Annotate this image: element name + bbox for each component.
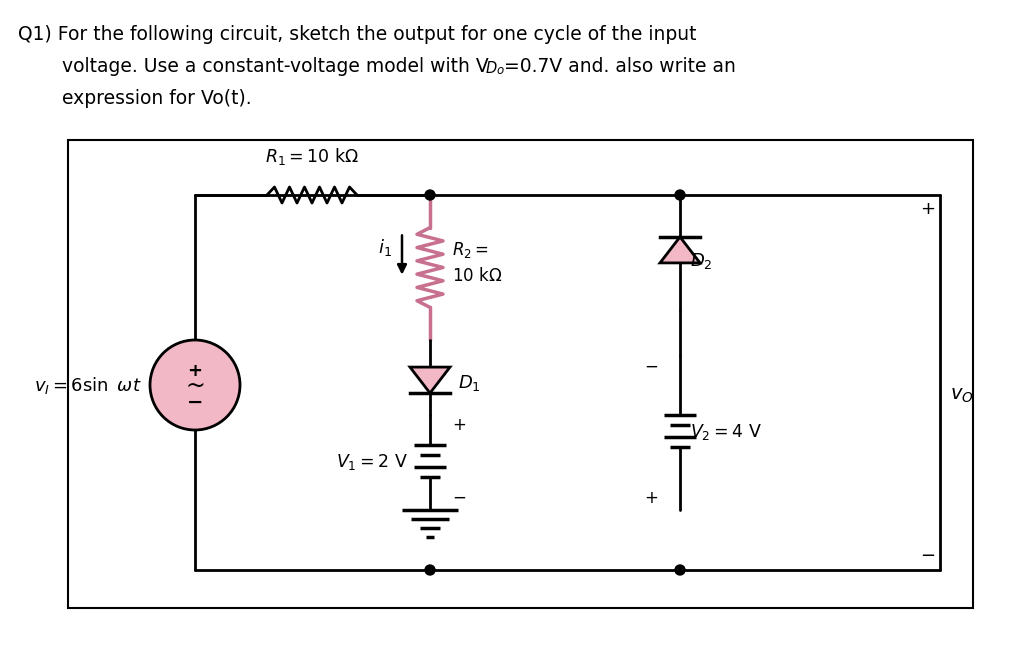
Circle shape [150, 340, 240, 430]
Text: $R_2 =$
$10\ \mathrm{k\Omega}$: $R_2 =$ $10\ \mathrm{k\Omega}$ [452, 240, 501, 285]
Text: $R_1 = 10\ \mathrm{k\Omega}$: $R_1 = 10\ \mathrm{k\Omega}$ [265, 146, 359, 167]
Text: $D_1$: $D_1$ [458, 373, 480, 393]
Polygon shape [659, 237, 700, 263]
Text: −: − [920, 547, 934, 565]
Text: o: o [495, 64, 502, 77]
Text: $v_O$: $v_O$ [949, 386, 973, 404]
Polygon shape [409, 367, 450, 393]
Text: −: − [187, 393, 203, 411]
Text: ~: ~ [185, 374, 205, 398]
Text: =0.7V and. also write an: =0.7V and. also write an [503, 57, 735, 76]
Circle shape [674, 565, 684, 575]
Text: voltage. Use a constant-voltage model with V: voltage. Use a constant-voltage model wi… [38, 57, 488, 76]
Text: $V_2 = 4\ \mathrm{V}$: $V_2 = 4\ \mathrm{V}$ [690, 422, 761, 443]
Text: +: + [187, 362, 202, 380]
Text: $i_1$: $i_1$ [378, 237, 391, 257]
Text: −: − [452, 489, 465, 507]
Text: $v_I = 6 \sin\ \omega t$: $v_I = 6 \sin\ \omega t$ [34, 375, 142, 395]
Text: +: + [452, 416, 465, 434]
Text: D: D [485, 61, 496, 76]
Text: expression for Vo(t).: expression for Vo(t). [38, 89, 252, 108]
Text: +: + [920, 200, 934, 218]
Circle shape [674, 190, 684, 200]
Circle shape [425, 565, 435, 575]
Text: $D_2$: $D_2$ [690, 251, 712, 270]
Text: Q1) For the following circuit, sketch the output for one cycle of the input: Q1) For the following circuit, sketch th… [18, 25, 696, 44]
Text: +: + [643, 489, 657, 507]
Bar [68, 140, 972, 608]
Text: $V_1 = 2\ \mathrm{V}$: $V_1 = 2\ \mathrm{V}$ [336, 452, 407, 472]
Circle shape [425, 190, 435, 200]
Text: −: − [643, 358, 657, 376]
